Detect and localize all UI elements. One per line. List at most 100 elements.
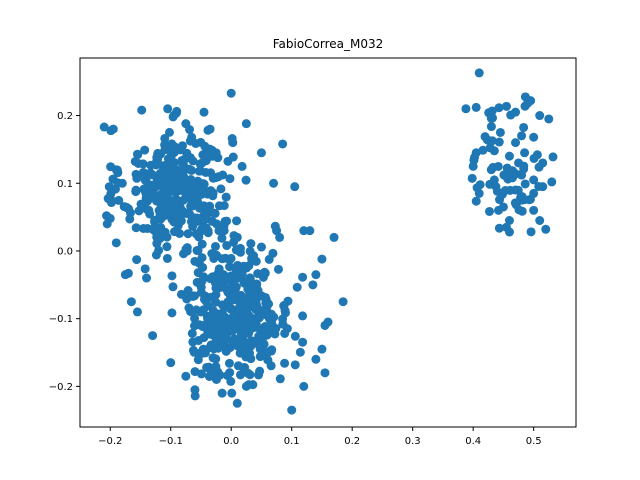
scatter-point <box>192 195 202 205</box>
scatter-point <box>244 261 254 271</box>
scatter-point <box>188 156 198 166</box>
scatter-point <box>145 209 155 219</box>
scatter-point <box>471 102 481 112</box>
scatter-point <box>125 214 135 224</box>
x-tick-label: 0.2 <box>344 436 360 447</box>
scatter-point <box>225 262 235 272</box>
scatter-point <box>299 381 309 391</box>
scatter-point <box>206 186 216 196</box>
scatter-point <box>190 213 200 223</box>
scatter-point <box>206 292 216 302</box>
scatter-point <box>253 286 263 296</box>
scatter-point <box>529 175 539 185</box>
scatter-point <box>144 182 154 192</box>
scatter-point <box>140 264 150 274</box>
scatter-point <box>121 202 131 212</box>
scatter-point <box>152 239 162 249</box>
scatter-point <box>164 127 174 137</box>
scatter-point <box>287 405 297 415</box>
scatter-point <box>203 226 213 236</box>
scatter-point <box>489 146 499 156</box>
scatter-point <box>245 348 255 358</box>
scatter-point <box>156 199 166 209</box>
scatter-point <box>507 173 517 183</box>
scatter-point <box>241 119 251 129</box>
scatter-point <box>487 106 497 116</box>
scatter-point <box>152 153 162 163</box>
scatter-point <box>185 191 195 201</box>
scatter-point <box>211 362 221 371</box>
scatter-point <box>155 210 165 220</box>
scatter-point <box>175 184 185 194</box>
scatter-point <box>517 206 527 216</box>
x-tick-label: −0.2 <box>98 436 122 447</box>
scatter-point <box>535 111 545 121</box>
scatter-point <box>235 370 245 380</box>
scatter-point <box>209 253 219 263</box>
scatter-point <box>547 177 557 187</box>
scatter-point <box>133 150 143 160</box>
scatter-point <box>538 182 548 192</box>
scatter-point <box>241 175 251 185</box>
scatter-point <box>256 148 266 158</box>
scatter-point <box>185 136 195 146</box>
scatter-point <box>475 180 485 190</box>
scatter-point <box>269 178 279 188</box>
scatter-point <box>199 107 209 117</box>
x-tick-label: 0.5 <box>526 436 542 447</box>
scatter-point <box>529 153 539 163</box>
scatter-point <box>117 178 127 188</box>
scatter-point <box>280 328 290 338</box>
scatter-point <box>487 136 497 146</box>
scatter-point <box>178 195 188 205</box>
scatter-point <box>154 245 164 255</box>
scatter-point <box>111 238 121 248</box>
scatter-point <box>253 269 263 279</box>
scatter-point <box>160 133 170 143</box>
scatter-point <box>178 159 188 169</box>
scatter-point <box>517 170 527 180</box>
scatter-point <box>131 185 141 195</box>
scatter-point <box>264 254 274 264</box>
scatter-point <box>190 313 200 323</box>
scatter-point <box>209 272 219 282</box>
scatter-point <box>180 178 190 188</box>
scatter-point <box>214 226 224 236</box>
scatter-point <box>486 122 496 132</box>
x-tick-label: 0.4 <box>465 436 481 447</box>
scatter-point <box>194 232 204 242</box>
scatter-point <box>217 308 227 318</box>
scatter-point <box>163 104 173 114</box>
scatter-point <box>254 370 264 380</box>
scatter-point <box>228 294 238 303</box>
scatter-point <box>99 122 109 132</box>
scatter-point <box>272 226 282 236</box>
scatter-point <box>105 213 115 223</box>
scatter-point <box>209 327 219 337</box>
scatter-point <box>471 148 481 158</box>
scatter-point <box>132 307 142 317</box>
scatter-point <box>148 331 158 341</box>
scatter-point <box>190 321 200 331</box>
scatter-points <box>99 68 558 415</box>
scatter-point <box>237 161 247 171</box>
scatter-point <box>140 175 150 185</box>
scatter-point <box>468 161 478 171</box>
scatter-point <box>208 353 218 363</box>
scatter-point <box>143 193 153 203</box>
scatter-point <box>193 355 203 365</box>
scatter-point <box>196 369 206 379</box>
scatter-point <box>167 308 177 318</box>
scatter-point <box>511 107 521 117</box>
scatter-point <box>217 320 227 330</box>
scatter-point <box>278 319 288 329</box>
scatter-point <box>329 232 339 242</box>
scatter-point <box>190 385 200 395</box>
scatter-point <box>216 184 226 194</box>
y-axis-ticks: −0.2 −0.1 0.0 0.1 0.2 <box>49 111 80 393</box>
scatter-point <box>206 168 216 178</box>
scatter-point <box>265 313 275 323</box>
scatter-point <box>197 253 207 263</box>
scatter-point <box>486 165 496 175</box>
scatter-point <box>544 114 554 124</box>
